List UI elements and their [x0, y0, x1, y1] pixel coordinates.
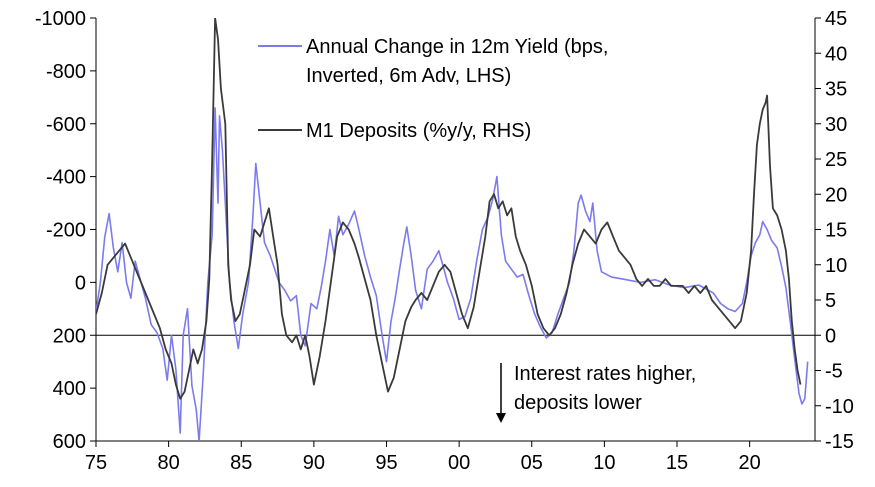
x-tick-label: 10 — [593, 452, 615, 474]
x-tick-label: 95 — [375, 452, 397, 474]
x-tick-label: 80 — [158, 452, 180, 474]
left-tick-label: 0 — [75, 272, 86, 294]
left-tick-label: -200 — [46, 220, 86, 242]
right-tick-label: 0 — [825, 325, 836, 347]
right-tick-label: 20 — [825, 184, 847, 206]
x-tick-label: 05 — [521, 452, 543, 474]
left-axis-tick-labels: -1000 -800 -600 -400 -200 0 200 400 600 — [35, 8, 96, 453]
left-tick-label: 400 — [53, 378, 86, 400]
series-line-m1 — [96, 18, 802, 400]
left-tick-label: 200 — [53, 325, 86, 347]
left-tick-label: -400 — [46, 167, 86, 189]
right-tick-label: 15 — [825, 220, 847, 242]
legend-label-yield-line2: Inverted, 6m Adv, LHS) — [306, 65, 511, 87]
annotation-line1: Interest rates higher, — [514, 363, 696, 385]
x-tick-label: 00 — [448, 452, 470, 474]
x-tick-label: 20 — [739, 452, 761, 474]
right-tick-label: 30 — [825, 114, 847, 136]
x-tick-label: 15 — [666, 452, 688, 474]
right-tick-label: -10 — [825, 396, 854, 418]
right-tick-label: 40 — [825, 43, 847, 65]
right-tick-label: 25 — [825, 149, 847, 171]
series-layer — [96, 18, 809, 441]
right-tick-label: -15 — [825, 431, 854, 453]
right-axis-tick-labels: 45 40 35 30 25 20 15 10 5 0 -5 -10 -15 — [815, 8, 854, 453]
legend: Annual Change in 12m Yield (bps, Inverte… — [258, 36, 608, 142]
legend-label-yield-line1: Annual Change in 12m Yield (bps, — [306, 36, 608, 58]
right-tick-label: 45 — [825, 8, 847, 30]
x-tick-label: 85 — [230, 452, 252, 474]
right-tick-label: 10 — [825, 255, 847, 277]
left-tick-label: -1000 — [35, 8, 86, 30]
annotation-line2: deposits lower — [514, 392, 642, 414]
x-tick-label: 75 — [85, 452, 107, 474]
left-tick-label: -800 — [46, 61, 86, 83]
annotation-arrow-head — [496, 413, 506, 423]
left-tick-label: -600 — [46, 114, 86, 136]
left-tick-label: 600 — [53, 431, 86, 453]
right-tick-label: -5 — [825, 361, 843, 383]
annotation: Interest rates higher, deposits lower — [496, 363, 696, 423]
x-tick-label: 90 — [303, 452, 325, 474]
right-tick-label: 35 — [825, 79, 847, 101]
right-tick-label: 5 — [825, 290, 836, 312]
legend-label-m1: M1 Deposits (%y/y, RHS) — [306, 120, 531, 142]
x-axis-tick-labels: 75 80 85 90 95 00 05 10 15 20 — [85, 441, 761, 474]
